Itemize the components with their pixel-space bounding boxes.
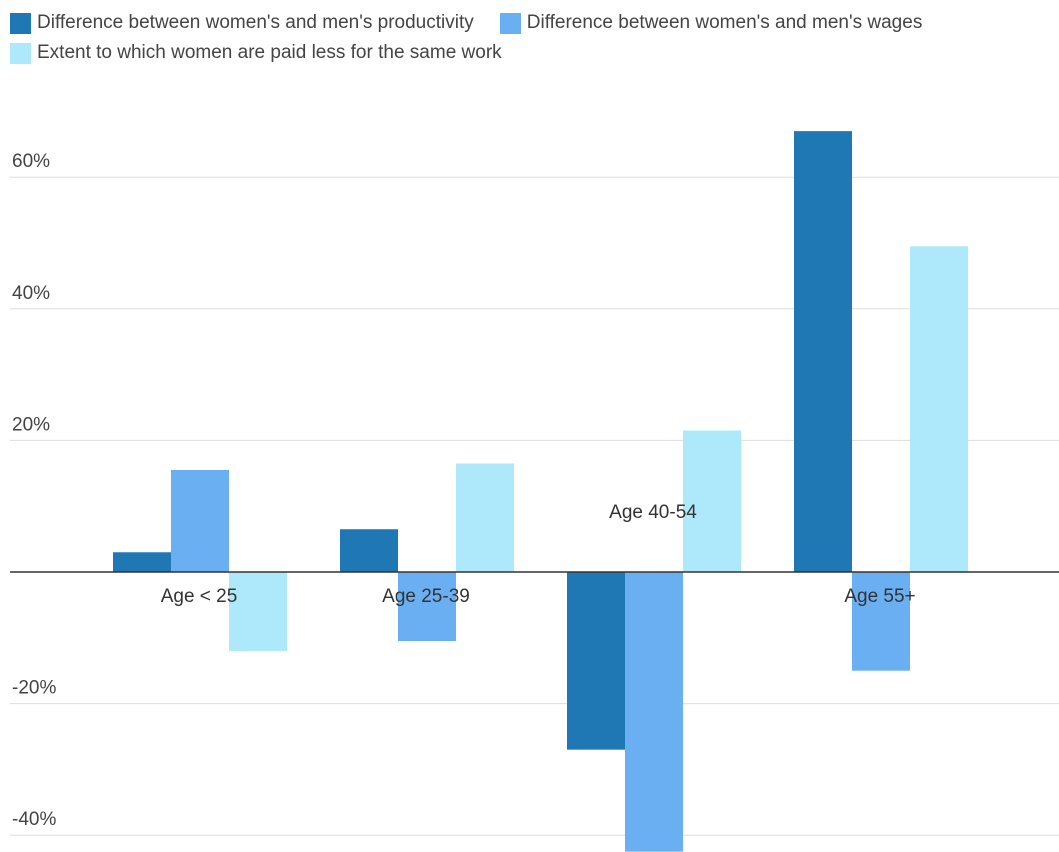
legend-label-productivity: Difference between women's and men's pro… [37,12,474,33]
x-tick-label: Age 55+ [844,586,915,607]
y-tick-label: -20% [12,678,56,699]
bar[interactable] [171,470,229,572]
bar[interactable] [567,572,625,750]
bar[interactable] [456,463,514,572]
bar[interactable] [113,552,171,572]
bar[interactable] [852,572,910,671]
chart-legend: Difference between women's and men's pro… [10,8,1059,68]
x-tick-label: Age 40-54 [609,502,697,523]
bar[interactable] [340,529,398,572]
y-tick-label: 60% [12,151,50,172]
bar[interactable] [625,572,683,852]
y-tick-label: 20% [12,414,50,435]
bar[interactable] [683,430,741,572]
legend-item-paid-less[interactable]: Extent to which women are paid less for … [10,42,502,64]
y-tick-label: 40% [12,283,50,304]
bar[interactable] [910,246,968,573]
bar[interactable] [398,572,456,642]
legend-item-wages[interactable]: Difference between women's and men's wag… [499,12,923,34]
legend-swatch-wages [499,12,521,34]
legend-swatch-paid-less [10,42,31,64]
legend-label-paid-less: Extent to which women are paid less for … [37,42,502,63]
legend-label-wages: Difference between women's and men's wag… [526,12,923,33]
x-tick-label: Age 25-39 [382,586,470,607]
y-tick-label: -40% [12,809,56,830]
legend-swatch-productivity [10,12,31,34]
x-tick-label: Age < 25 [161,586,238,607]
legend-item-productivity[interactable]: Difference between women's and men's pro… [10,12,474,34]
bar[interactable] [229,572,287,651]
bar[interactable] [794,131,852,572]
